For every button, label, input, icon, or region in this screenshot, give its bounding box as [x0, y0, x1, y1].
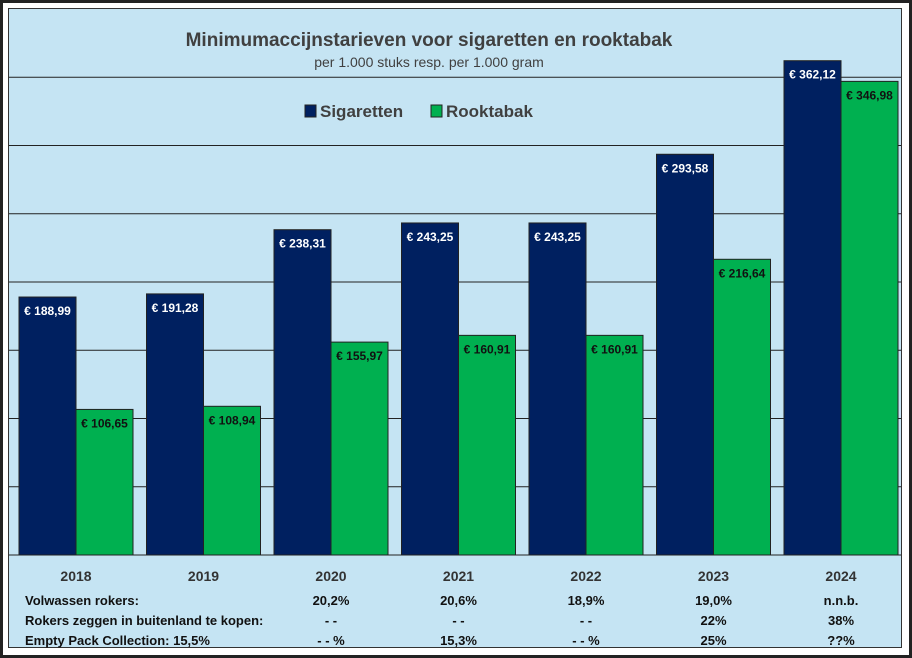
table-cell: 38%: [827, 613, 855, 628]
table-cell: - - %: [572, 633, 600, 648]
table-cell: - -: [452, 613, 465, 628]
data-label: € 243,25: [534, 230, 581, 244]
legend-swatch-sigaretten: [304, 104, 317, 118]
x-tick-label: 2020: [315, 568, 346, 584]
bar-rooktabak-2022: [585, 334, 644, 556]
data-label: € 293,58: [662, 161, 709, 175]
data-label: € 191,28: [152, 301, 199, 315]
table-row-label: Volwassen rokers:: [25, 593, 139, 608]
table-cell: 20,2%: [312, 593, 350, 608]
bar-sigaretten-2019: [146, 293, 204, 556]
table-cell: - -: [324, 613, 338, 628]
bar-sigaretten-2018: [18, 296, 77, 556]
data-label: € 108,94: [209, 413, 256, 427]
bar-rooktabak-2018: [75, 408, 134, 556]
table-row-label: Empty Pack Collection: 15,5%: [25, 633, 210, 648]
table-cell: n.n.b.: [823, 593, 859, 608]
bar-sigaretten-2021: [401, 222, 459, 556]
bar-rooktabak-2020: [330, 341, 389, 556]
data-label: € 346,98: [846, 88, 893, 102]
legend-label-rooktabak: Rooktabak: [446, 102, 533, 121]
data-label: € 238,31: [279, 237, 326, 251]
x-tick-label: 2024: [825, 568, 856, 584]
table-cell: 15,3%: [440, 633, 477, 648]
x-tick-label: 2018: [60, 568, 91, 584]
data-label: € 216,64: [719, 266, 766, 280]
table-row-label: Rokers zeggen in buitenland te kopen:: [25, 613, 264, 628]
table-cell: 19,0%: [695, 593, 732, 608]
data-label: € 155,97: [336, 349, 383, 363]
table-cell: 18,9%: [567, 593, 605, 608]
x-tick-label: 2023: [698, 568, 729, 584]
data-label: € 160,91: [591, 342, 638, 356]
table-cell: ??%: [827, 633, 855, 648]
table-cell: 25%: [700, 633, 727, 648]
bar-chart: Minimumaccijnstarieven voor sigaretten e…: [9, 30, 901, 584]
table-cell: - -: [579, 613, 593, 628]
legend-label-sigaretten: Sigaretten: [320, 102, 403, 121]
x-tick-label: 2019: [188, 568, 219, 584]
table-cell: 22%: [700, 613, 727, 628]
bar-sigaretten-2022: [528, 222, 587, 556]
data-label: € 160,91: [464, 342, 511, 356]
x-tick-label: 2021: [443, 568, 474, 584]
legend-swatch-rooktabak: [430, 104, 443, 118]
chart-title: Minimumaccijnstarieven voor sigaretten e…: [186, 30, 673, 51]
bar-rooktabak-2021: [458, 334, 516, 556]
bar-rooktabak-2019: [203, 405, 261, 556]
bar-sigaretten-2024: [783, 60, 842, 556]
bar-sigaretten-2020: [273, 229, 332, 556]
bar-rooktabak-2023: [713, 258, 771, 556]
chart-area: Minimumaccijnstarieven voor sigaretten e…: [8, 8, 902, 648]
bar-rooktabak-2024: [840, 80, 899, 556]
data-label: € 188,99: [24, 304, 71, 318]
x-tick-label: 2022: [570, 568, 601, 584]
table-cell: - - %: [317, 633, 345, 648]
data-label: € 106,65: [81, 416, 128, 430]
chart-subtitle: per 1.000 stuks resp. per 1.000 gram: [314, 54, 544, 70]
data-label: € 362,12: [789, 68, 836, 82]
bar-sigaretten-2023: [656, 153, 714, 556]
table-cell: 20,6%: [440, 593, 477, 608]
data-label: € 243,25: [407, 230, 454, 244]
